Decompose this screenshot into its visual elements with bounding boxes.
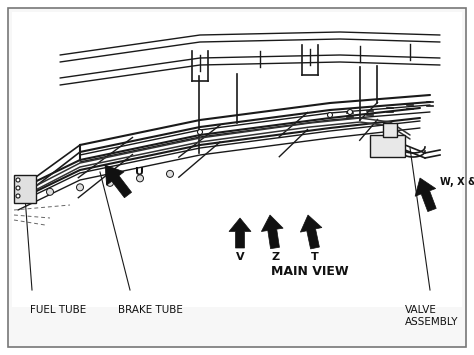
Circle shape <box>166 170 173 178</box>
Text: U: U <box>135 167 144 177</box>
Text: VALVE
ASSEMBLY: VALVE ASSEMBLY <box>405 305 458 327</box>
Circle shape <box>328 113 332 118</box>
Circle shape <box>137 175 144 182</box>
Polygon shape <box>301 215 322 249</box>
Text: Z: Z <box>272 252 280 262</box>
Text: W, X & Y: W, X & Y <box>440 177 474 187</box>
Text: T: T <box>311 252 319 262</box>
Polygon shape <box>105 165 132 198</box>
Circle shape <box>16 186 20 190</box>
Circle shape <box>347 109 353 115</box>
Bar <box>383 123 397 137</box>
Bar <box>12 12 462 307</box>
Circle shape <box>76 184 83 191</box>
Text: BRAKE TUBE: BRAKE TUBE <box>118 305 183 315</box>
Circle shape <box>107 179 113 186</box>
Text: MAIN VIEW: MAIN VIEW <box>271 265 349 278</box>
Polygon shape <box>415 178 436 212</box>
Circle shape <box>16 178 20 182</box>
Bar <box>14 175 36 203</box>
Circle shape <box>46 188 54 195</box>
Bar <box>370 135 405 157</box>
Circle shape <box>16 194 20 198</box>
Polygon shape <box>229 218 251 248</box>
Circle shape <box>198 130 202 135</box>
Polygon shape <box>261 215 283 248</box>
Text: FUEL TUBE: FUEL TUBE <box>30 305 86 315</box>
Text: V: V <box>236 252 244 262</box>
